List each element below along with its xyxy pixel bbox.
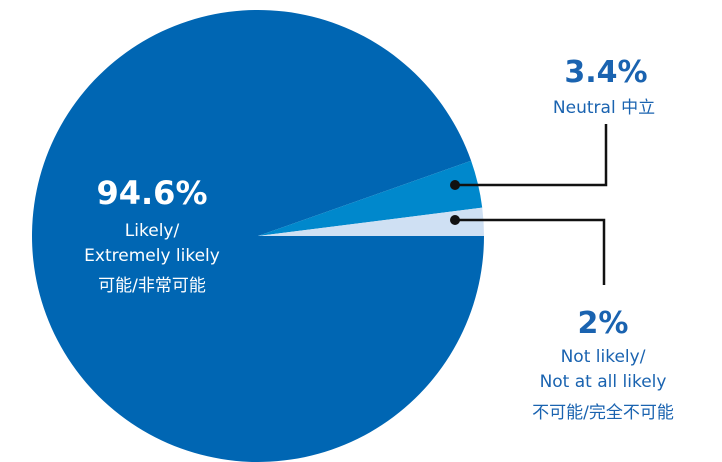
leader-dot-not-likely [450, 215, 460, 225]
category-label-not-likely: Not likely/ [561, 347, 646, 367]
leader-line-not-likely [455, 218, 606, 285]
slice-not-likely [258, 207, 484, 236]
value-label-not-likely: 2% [578, 306, 629, 341]
value-label-neutral: 3.4% [564, 55, 647, 90]
category-label-neutral: Neutral 中立 [553, 98, 655, 118]
category-label-likely: 可能/非常可能 [98, 276, 206, 296]
category-label-likely: Extremely likely [84, 246, 220, 266]
value-label-likely: 94.6% [96, 174, 207, 212]
category-label-not-likely: 不可能/完全不可能 [532, 403, 674, 423]
category-label-likely: Likely/ [125, 221, 180, 241]
category-label-not-likely: Not at all likely [540, 372, 667, 392]
leader-dot-neutral [450, 180, 460, 190]
slice-likely [31, 9, 485, 462]
leader-line-neutral [455, 124, 608, 187]
slice-neutral [258, 160, 483, 236]
